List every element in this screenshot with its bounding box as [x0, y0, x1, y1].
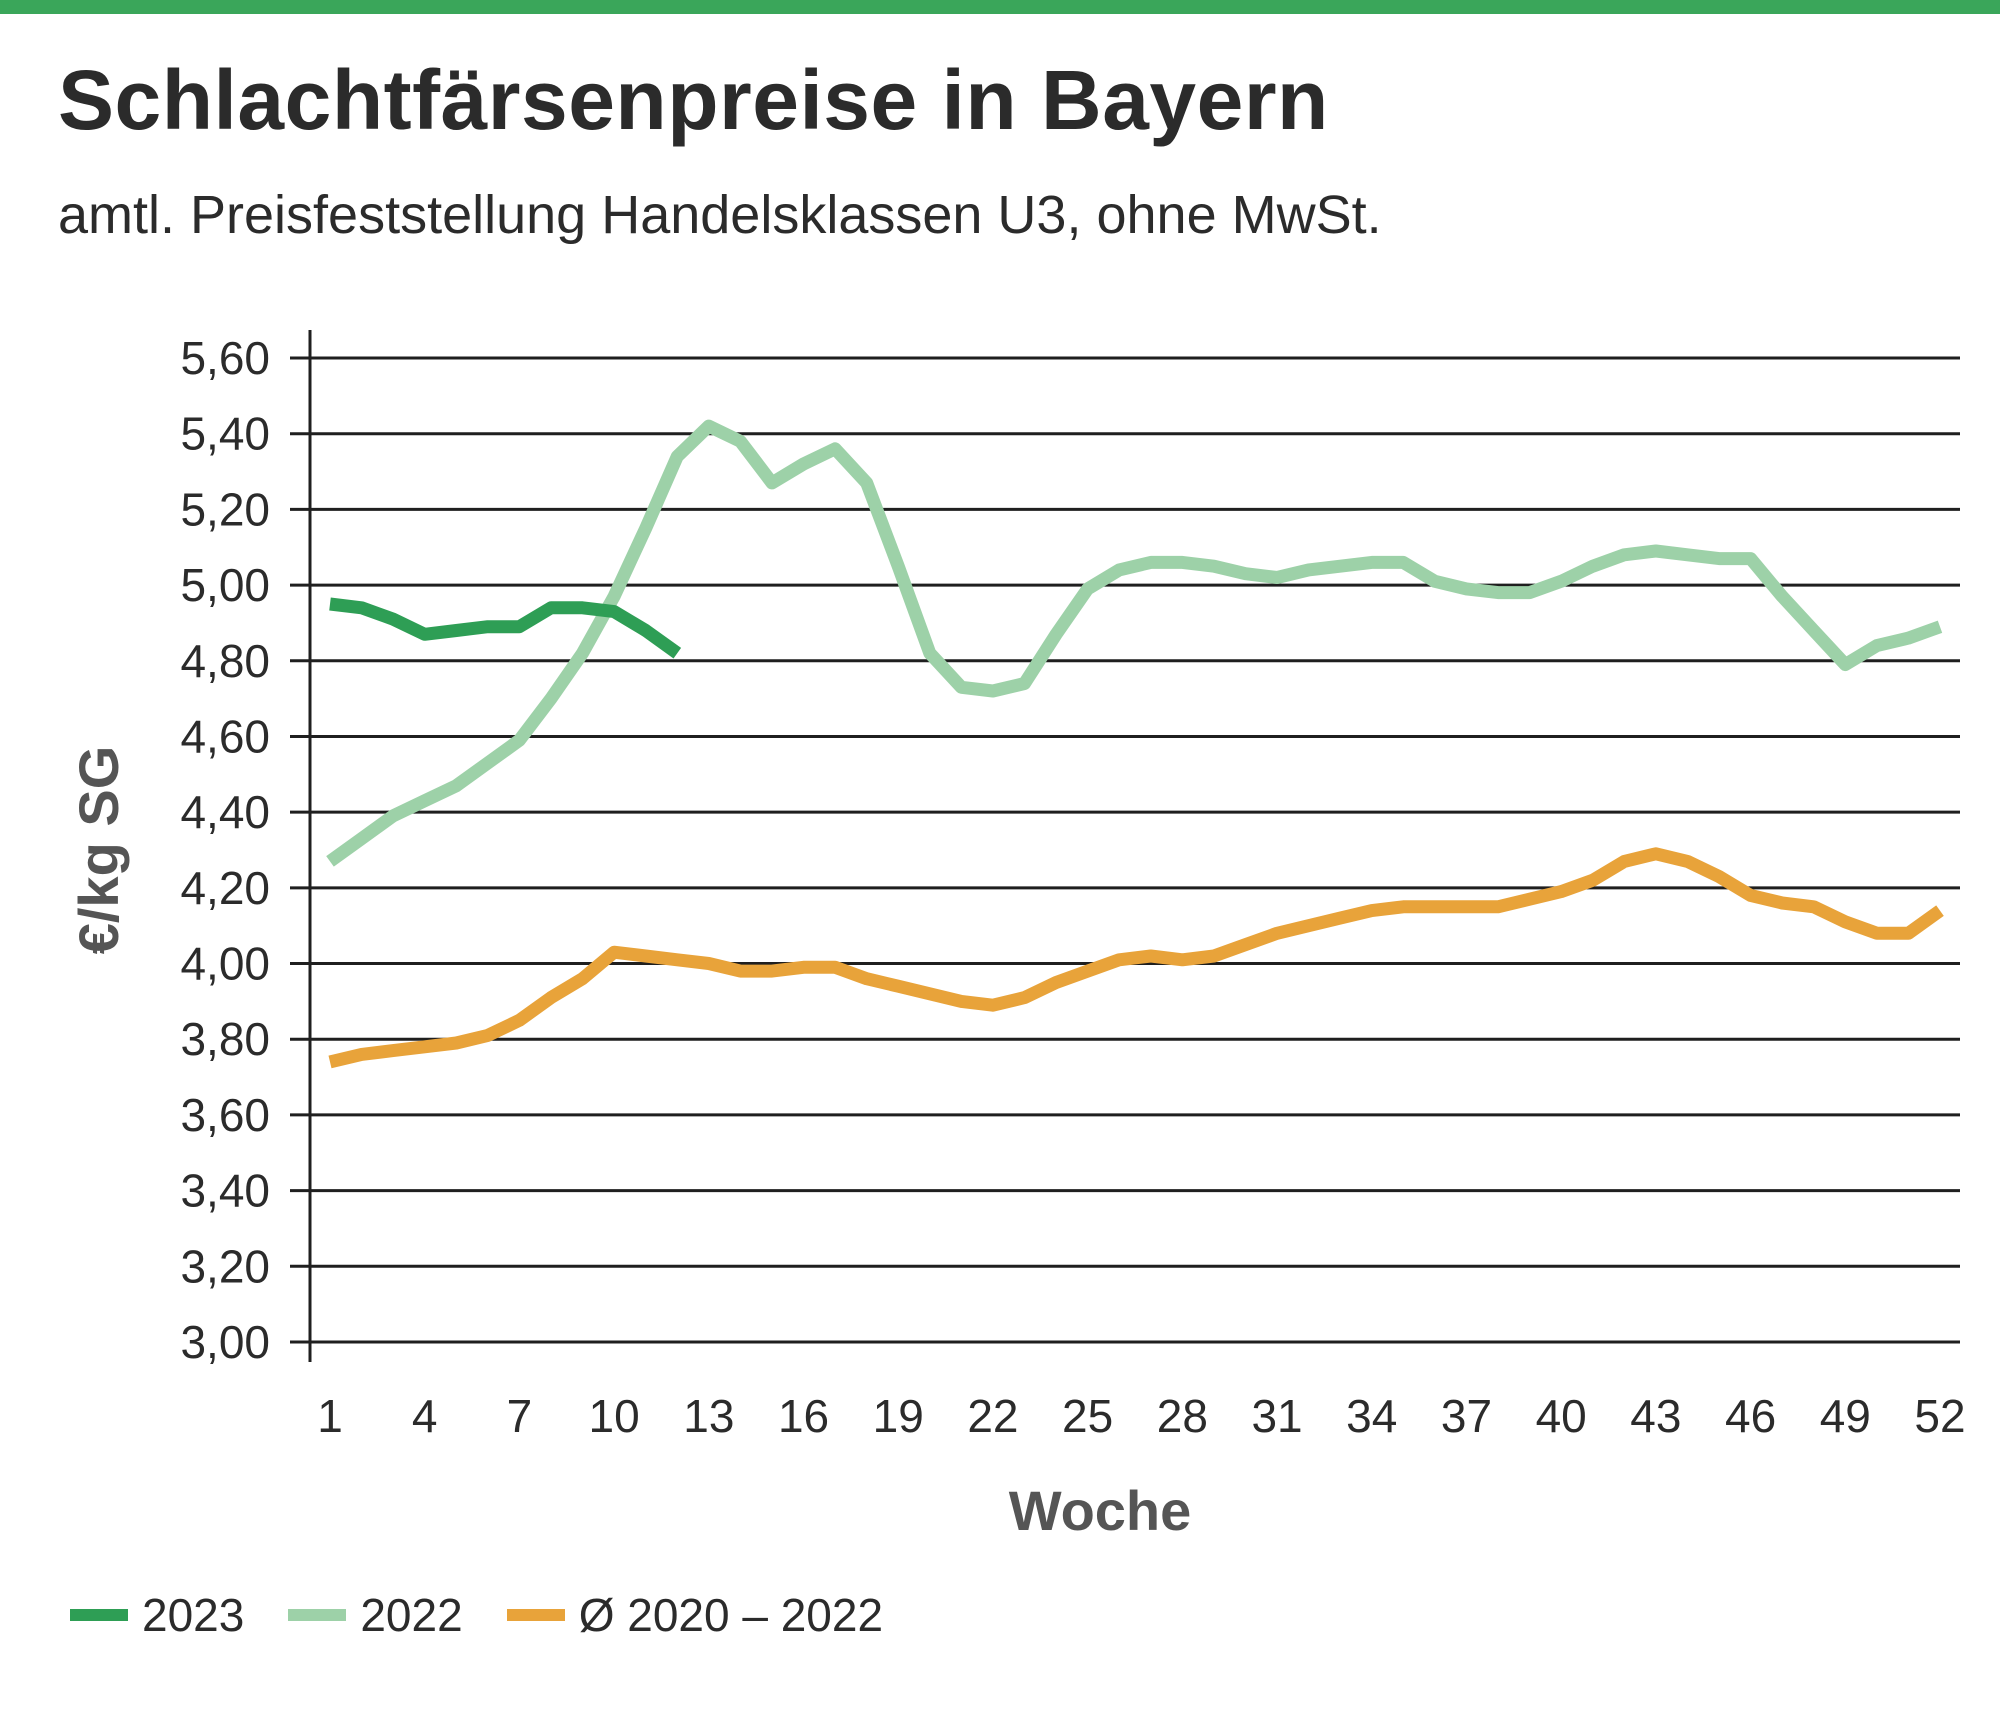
legend-swatch-average: [506, 1609, 565, 1621]
y-tick-label: 3,80: [180, 1013, 270, 1065]
legend-swatch-2022: [288, 1609, 347, 1621]
x-tick-label: 25: [1062, 1390, 1113, 1442]
series-line-2023: [329, 597, 682, 659]
y-tick-label: 4,00: [180, 938, 270, 990]
y-tick-label: 3,00: [180, 1316, 270, 1368]
x-tick-label: 16: [778, 1390, 829, 1442]
x-tick-label: 13: [683, 1390, 734, 1442]
y-tick-label: 4,40: [180, 786, 270, 838]
series-line-2022: [326, 419, 1943, 867]
x-tick-label: 40: [1536, 1390, 1587, 1442]
legend: 2023 2022 Ø 2020 – 2022: [70, 1588, 927, 1642]
y-tick-label: 3,60: [180, 1089, 270, 1141]
y-tick-label: 5,20: [180, 483, 270, 535]
x-tick-label: 19: [873, 1390, 924, 1442]
legend-item-average: Ø 2020 – 2022: [506, 1588, 884, 1642]
y-tick-label: 4,80: [180, 635, 270, 687]
x-tick-label: 31: [1251, 1390, 1302, 1442]
legend-item-2023: 2023: [70, 1588, 244, 1642]
x-tick-label: 4: [412, 1390, 438, 1442]
x-tick-label: 46: [1725, 1390, 1776, 1442]
x-tick-label: 10: [589, 1390, 640, 1442]
legend-label-2022: 2022: [360, 1589, 463, 1641]
x-tick-label: 43: [1630, 1390, 1681, 1442]
y-tick-label: 3,40: [180, 1165, 270, 1217]
y-tick-label: 5,00: [180, 559, 270, 611]
legend-label-average: Ø 2020 – 2022: [578, 1589, 884, 1641]
series-lines: [326, 419, 1944, 1069]
y-tick-labels: 3,00 3,20 3,40 3,60 3,80 4,00 4,20 4,40 4,60 4,80…: [180, 332, 270, 1368]
accent-bar: [0, 0, 2000, 14]
x-tick-labels: 1 4 7 10 13 16 19 22 25 28 31 34 37 40 43 46 49 52: [317, 1390, 1965, 1442]
x-tick-label: 52: [1914, 1390, 1965, 1442]
x-tick-label: 37: [1441, 1390, 1492, 1442]
grid-lines: [290, 356, 1960, 1344]
y-tick-label: 5,60: [180, 332, 270, 384]
x-tick-label: 49: [1820, 1390, 1871, 1442]
y-tick-label: 3,20: [180, 1240, 270, 1292]
legend-swatch-2023: [70, 1609, 128, 1621]
x-tick-label: 28: [1157, 1390, 1208, 1442]
x-axis-title: Woche: [1009, 1479, 1192, 1542]
x-tick-label: 34: [1346, 1390, 1397, 1442]
x-tick-label: 7: [507, 1390, 533, 1442]
legend-label-2023: 2023: [142, 1589, 245, 1641]
x-tick-label: 22: [967, 1390, 1018, 1442]
chart-title: Schlachtfärsenpreise in Bayern: [58, 53, 1329, 147]
x-tick-label: 1: [317, 1390, 343, 1442]
chart-subtitle: amtl. Preisfeststellung Handelsklassen U…: [58, 185, 1382, 245]
legend-item-2022: 2022: [288, 1588, 463, 1642]
y-tick-label: 5,40: [180, 408, 270, 460]
y-tick-label: 4,20: [180, 862, 270, 914]
y-tick-label: 4,60: [180, 710, 270, 762]
y-axis-title: €/kg SG: [67, 746, 130, 955]
series-line-average: [328, 847, 1944, 1069]
